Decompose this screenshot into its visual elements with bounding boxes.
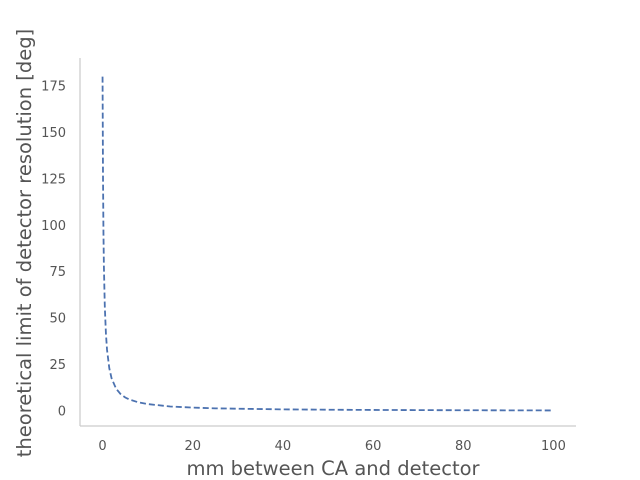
y-tick-label: 175 [41, 79, 66, 94]
y-tick-label: 100 [41, 219, 66, 234]
y-axis-title: theoretical limit of detector resolution… [13, 29, 36, 457]
y-tick-label: 125 [41, 172, 66, 187]
y-tick-label: 150 [41, 126, 66, 141]
x-tick-label: 80 [455, 439, 472, 454]
x-tick-labels: 0 20 40 60 80 100 [98, 439, 565, 454]
x-tick-label: 100 [541, 439, 566, 454]
y-tick-label: 25 [49, 358, 66, 373]
series-line [101, 76, 554, 412]
data-series [101, 76, 554, 412]
x-tick-label: 60 [365, 439, 382, 454]
x-axis-title: mm between CA and detector [186, 457, 480, 480]
x-tick-label: 40 [275, 439, 292, 454]
y-tick-labels: 0 25 50 75 100 125 150 175 [41, 79, 66, 419]
axes-spines [79, 58, 576, 427]
y-tick-label: 75 [49, 265, 66, 280]
x-tick-label: 20 [184, 439, 201, 454]
y-tick-label: 50 [49, 312, 66, 327]
y-tick-label: 0 [58, 405, 66, 420]
x-tick-label: 0 [98, 439, 106, 454]
